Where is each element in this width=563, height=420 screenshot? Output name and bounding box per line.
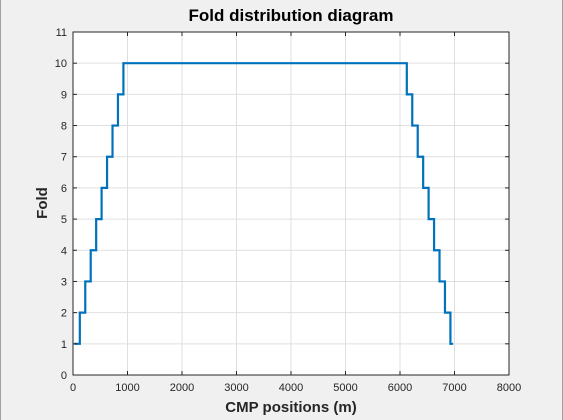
series-group <box>74 62 454 345</box>
x-tick-label: 8000 <box>497 382 521 394</box>
chart-title: Fold distribution diagram <box>189 6 394 25</box>
y-tick-label: 0 <box>61 370 67 382</box>
y-tick-label: 7 <box>61 152 67 164</box>
x-tick-label: 0 <box>70 382 76 394</box>
x-tick-label: 7000 <box>442 382 466 394</box>
x-tick-label: 1000 <box>115 382 139 394</box>
y-tick-label: 8 <box>61 121 67 133</box>
y-tick-labels: 0 1 2 3 4 5 6 7 8 9 10 11 <box>55 27 67 382</box>
y-tick-label: 1 <box>61 339 67 351</box>
y-tick-label: 11 <box>56 27 67 39</box>
x-axis-label: CMP positions (m) <box>225 399 356 416</box>
x-tick-label: 6000 <box>388 382 412 394</box>
x-tick-label: 4000 <box>279 382 303 394</box>
y-tick-label: 10 <box>55 58 67 70</box>
window-edge-left <box>0 0 1 420</box>
y-axis-label: Fold <box>34 187 51 219</box>
y-tick-label: 4 <box>61 245 67 257</box>
y-tick-label: 5 <box>61 214 67 226</box>
x-tick-label: 5000 <box>333 382 357 394</box>
x-tick-label: 2000 <box>170 382 194 394</box>
tick-marks <box>72 31 510 376</box>
y-tick-label: 9 <box>61 89 67 101</box>
fold-series-line <box>74 62 454 345</box>
y-tick-label: 3 <box>61 276 67 288</box>
y-tick-label: 6 <box>61 183 67 195</box>
y-tick-label: 2 <box>61 308 67 320</box>
x-tick-labels: 0 1000 2000 3000 4000 5000 6000 7000 8000 <box>70 382 521 394</box>
x-tick-label: 3000 <box>224 382 248 394</box>
